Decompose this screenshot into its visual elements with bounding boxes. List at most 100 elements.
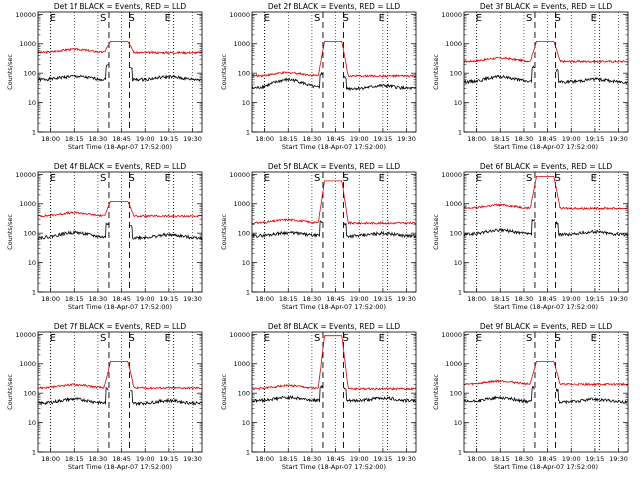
- interval-marker-label: E: [50, 173, 56, 184]
- x-tick-label: 19:15: [586, 135, 605, 143]
- x-tick-label: 18:30: [89, 455, 108, 463]
- interval-marker-label: S: [100, 13, 106, 24]
- x-tick-label: 19:30: [183, 295, 202, 303]
- x-tick-label: 18:15: [279, 455, 298, 463]
- series-events-line: [38, 64, 202, 83]
- x-tick-label: 19:30: [397, 135, 416, 143]
- plot-frame: [463, 171, 629, 293]
- interval-marker-label: S: [128, 173, 134, 184]
- x-tick-label: 18:15: [279, 135, 298, 143]
- y-tick-label: 1000: [19, 200, 36, 208]
- y-tick-label: 1: [246, 449, 250, 457]
- y-tick-label: 100: [238, 70, 250, 78]
- interval-marker-label: S: [342, 173, 348, 184]
- plot-frame: [251, 331, 417, 453]
- interval-marker-label: S: [342, 333, 348, 344]
- y-axis-label: Counts/sec: [220, 214, 228, 250]
- x-tick-label: 19:30: [397, 295, 416, 303]
- y-tick-label: 10000: [441, 171, 462, 179]
- panel-title: Det 5f BLACK = Events, RED = LLD: [268, 162, 401, 171]
- interval-marker-label: S: [554, 333, 560, 344]
- x-tick-label: 18:45: [326, 295, 345, 303]
- interval-marker-label: E: [165, 13, 171, 24]
- x-tick-label: 18:15: [65, 135, 84, 143]
- y-tick-label: 1000: [445, 40, 462, 48]
- series-events-line: [252, 384, 416, 404]
- y-axis-label: Counts/sec: [6, 214, 14, 250]
- x-tick-label: 19:30: [397, 455, 416, 463]
- x-tick-label: 18:45: [538, 455, 557, 463]
- panel-title: Det 4f BLACK = Events, RED = LLD: [54, 162, 187, 171]
- x-tick-label: 19:00: [136, 295, 155, 303]
- interval-marker-label: S: [554, 13, 560, 24]
- x-tick-label: 19:15: [586, 455, 605, 463]
- interval-marker-label: S: [554, 173, 560, 184]
- y-tick-label: 1000: [19, 360, 36, 368]
- x-tick-label: 19:30: [609, 135, 628, 143]
- panel-title: Det 2f BLACK = Events, RED = LLD: [268, 2, 401, 11]
- x-tick-label: 18:30: [303, 295, 322, 303]
- interval-marker-label: S: [526, 13, 532, 24]
- x-tick-label: 19:15: [160, 135, 179, 143]
- x-axis-label: Start Time (18-Apr-07 17:52:00): [494, 463, 598, 471]
- x-tick-label: 18:45: [538, 135, 557, 143]
- interval-marker-label: S: [314, 173, 320, 184]
- series-events-line: [252, 72, 416, 91]
- y-tick-label: 10: [242, 259, 250, 267]
- x-tick-label: 19:00: [136, 135, 155, 143]
- panel-1: Det 1f BLACK = Events, RED = LLD E S S E 1 10 1…: [6, 2, 203, 151]
- x-tick-label: 19:30: [609, 455, 628, 463]
- y-tick-label: 10000: [15, 11, 36, 19]
- panel-5: Det 5f BLACK = Events, RED = LLD E S S E 1 10 1…: [220, 162, 417, 311]
- x-tick-label: 18:45: [538, 295, 557, 303]
- y-tick-label: 10: [28, 259, 36, 267]
- x-tick-label: 18:15: [279, 295, 298, 303]
- x-tick-label: 18:15: [491, 295, 510, 303]
- interval-marker-label: E: [476, 333, 482, 344]
- plot-frame: [37, 331, 203, 453]
- interval-marker-label: E: [50, 333, 56, 344]
- interval-marker-label: E: [379, 173, 385, 184]
- x-tick-label: 18:00: [41, 295, 60, 303]
- y-tick-label: 10: [454, 259, 462, 267]
- interval-marker-label: S: [128, 333, 134, 344]
- interval-marker-label: S: [526, 173, 532, 184]
- interval-marker-label: E: [379, 333, 385, 344]
- y-tick-label: 10000: [441, 11, 462, 19]
- x-axis-label: Start Time (18-Apr-07 17:52:00): [68, 463, 172, 471]
- x-tick-label: 19:00: [350, 295, 369, 303]
- series-events-line: [464, 385, 628, 405]
- panel-7: Det 7f BLACK = Events, RED = LLD E S S E 1 10 1…: [6, 322, 203, 471]
- x-tick-label: 18:45: [326, 455, 345, 463]
- x-tick-label: 18:30: [89, 295, 108, 303]
- series-events-line: [38, 387, 202, 407]
- y-axis-label: Counts/sec: [432, 54, 440, 90]
- series-lld-line: [464, 176, 628, 211]
- series-lld-line: [38, 201, 202, 218]
- series-events-line: [464, 218, 628, 237]
- series-lld-line: [252, 180, 416, 226]
- series-lld-line: [464, 41, 628, 64]
- x-tick-label: 18:00: [467, 295, 486, 303]
- x-axis-label: Start Time (18-Apr-07 17:52:00): [282, 463, 386, 471]
- y-tick-label: 10: [242, 99, 250, 107]
- y-tick-label: 1000: [233, 40, 250, 48]
- panel-title: Det 9f BLACK = Events, RED = LLD: [480, 322, 613, 331]
- y-tick-label: 100: [450, 70, 462, 78]
- interval-marker-label: E: [591, 333, 597, 344]
- series-lld-line: [38, 41, 202, 55]
- x-tick-label: 19:15: [374, 295, 393, 303]
- x-tick-label: 18:00: [467, 135, 486, 143]
- y-tick-label: 100: [450, 230, 462, 238]
- x-tick-label: 18:30: [303, 455, 322, 463]
- y-tick-label: 1: [458, 129, 462, 137]
- series-lld-line: [252, 335, 416, 391]
- y-tick-label: 1: [246, 289, 250, 297]
- plot-frame: [251, 11, 417, 133]
- x-axis-label: Start Time (18-Apr-07 17:52:00): [494, 143, 598, 151]
- y-tick-label: 10000: [229, 171, 250, 179]
- y-tick-label: 10000: [15, 171, 36, 179]
- y-tick-label: 10000: [229, 11, 250, 19]
- y-axis-label: Counts/sec: [220, 54, 228, 90]
- x-tick-label: 19:00: [350, 135, 369, 143]
